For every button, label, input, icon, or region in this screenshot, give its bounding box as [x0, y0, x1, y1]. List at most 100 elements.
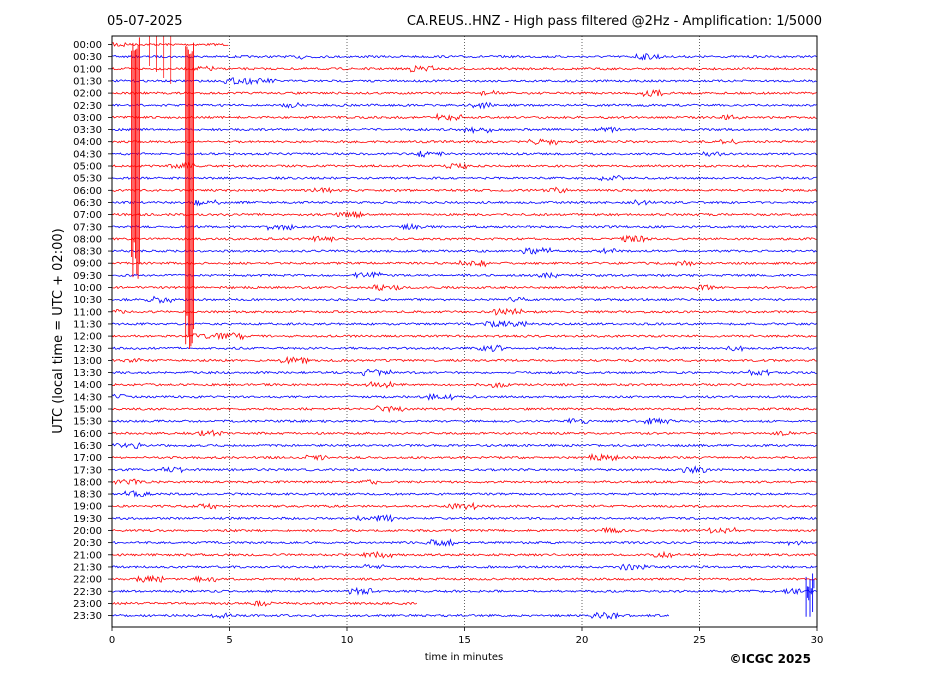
y-tick-0100: 01:00	[73, 64, 102, 75]
trace-1200	[111, 332, 817, 341]
x-tick-15: 15	[458, 635, 471, 646]
y-tick-2030: 20:30	[73, 538, 102, 549]
y-tick-2130: 21:30	[73, 563, 102, 574]
trace-2030	[111, 538, 817, 547]
y-tick-1500: 15:00	[73, 405, 102, 416]
trace-1700	[111, 452, 817, 462]
y-tick-1300: 13:00	[73, 356, 102, 367]
y-tick-0630: 06:30	[73, 198, 102, 209]
seismic-traces	[111, 36, 817, 620]
copyright-notice: ©ICGC 2025	[729, 652, 811, 666]
trace-1100	[111, 307, 817, 316]
trace-0900	[111, 259, 817, 268]
trace-0000	[111, 41, 229, 48]
trace-0600	[111, 186, 817, 194]
trace-1600	[111, 429, 817, 437]
plot-frame	[111, 35, 818, 628]
event-spike-minute-3	[185, 42, 194, 349]
trace-0300	[111, 112, 817, 122]
x-tick-25: 25	[693, 635, 706, 646]
y-tick-1330: 13:30	[73, 368, 102, 379]
y-tick-2230: 22:30	[73, 587, 102, 598]
x-tick-5: 5	[226, 635, 232, 646]
trace-2100	[111, 550, 817, 559]
trace-0330	[111, 126, 817, 135]
y-tick-2330: 23:30	[73, 611, 102, 622]
y-tick-1700: 17:00	[73, 453, 102, 464]
trace-1130	[111, 320, 817, 328]
y-tick-0330: 03:30	[73, 125, 102, 136]
y-tick-0400: 04:00	[73, 137, 102, 148]
y-tick-1530: 15:30	[73, 417, 102, 428]
y-tick-1200: 12:00	[73, 332, 102, 343]
trace-0400	[111, 138, 817, 146]
y-tick-0830: 08:30	[73, 247, 102, 258]
trace-2300	[111, 599, 418, 608]
trace-2230	[111, 586, 817, 596]
event-spike-minute-30	[805, 573, 815, 617]
x-tick-20: 20	[576, 635, 589, 646]
y-tick-1600: 16:00	[73, 429, 102, 440]
y-tick-1830: 18:30	[73, 490, 102, 501]
trace-2330	[111, 611, 670, 620]
y-tick-0730: 07:30	[73, 222, 102, 233]
y-tick-1230: 12:30	[73, 344, 102, 355]
header-date: 05-07-2025	[107, 14, 183, 29]
trace-0800	[111, 234, 817, 243]
trace-1830	[111, 490, 817, 498]
y-tick-2300: 23:00	[73, 599, 102, 610]
trace-2200	[111, 574, 817, 584]
trace-1500	[111, 405, 817, 414]
y-tick-1930: 19:30	[73, 514, 102, 525]
trace-1000	[111, 283, 817, 292]
trace-0030	[111, 53, 817, 61]
x-axis-label: time in minutes	[425, 652, 504, 663]
y-tick-0530: 05:30	[73, 174, 102, 185]
y-tick-0230: 02:30	[73, 101, 102, 112]
x-tick-10: 10	[341, 635, 354, 646]
trace-0430	[111, 150, 817, 158]
y-tick-1030: 10:30	[73, 295, 102, 306]
trace-0230	[111, 101, 817, 110]
trace-2000	[111, 526, 817, 534]
trace-0630	[111, 199, 817, 207]
event-spike-minute-1	[131, 37, 140, 279]
trace-1530	[111, 417, 817, 426]
y-tick-2000: 20:00	[73, 526, 102, 537]
trace-0700	[111, 210, 817, 219]
x-tick-labels: 0 5 10 15 20 25 30	[109, 627, 823, 646]
vertical-gridlines	[229, 36, 700, 627]
y-tick-0030: 00:30	[73, 52, 102, 63]
y-tick-0300: 03:00	[73, 113, 102, 124]
y-tick-1400: 14:00	[73, 380, 102, 391]
trace-0830	[111, 246, 817, 255]
y-tick-0500: 05:00	[73, 162, 102, 173]
trace-0200	[111, 88, 817, 98]
trace-1430	[111, 393, 817, 401]
y-tick-1000: 10:00	[73, 283, 102, 294]
y-tick-0900: 09:00	[73, 259, 102, 270]
y-tick-0130: 01:30	[73, 77, 102, 88]
y-tick-0430: 04:30	[73, 149, 102, 160]
y-tick-1730: 17:30	[73, 465, 102, 476]
y-tick-1130: 11:30	[73, 319, 102, 330]
y-tick-2100: 21:00	[73, 550, 102, 561]
y-tick-0800: 08:00	[73, 234, 102, 245]
trace-0930	[111, 271, 817, 279]
y-tick-1630: 16:30	[73, 441, 102, 452]
y-tick-1800: 18:00	[73, 477, 102, 488]
trace-0100	[111, 65, 817, 73]
trace-1230	[111, 344, 817, 353]
trace-1800	[111, 478, 817, 486]
header-title: CA.REUS..HNZ - High pass filtered @2Hz -…	[407, 14, 822, 29]
trace-0500	[111, 161, 817, 170]
y-tick-0700: 07:00	[73, 210, 102, 221]
y-tick-1900: 19:00	[73, 502, 102, 513]
trace-1730	[111, 465, 817, 475]
trace-1900	[111, 501, 817, 511]
y-tick-0200: 02:00	[73, 89, 102, 100]
trace-1330	[111, 368, 817, 377]
trace-1300	[111, 355, 817, 365]
